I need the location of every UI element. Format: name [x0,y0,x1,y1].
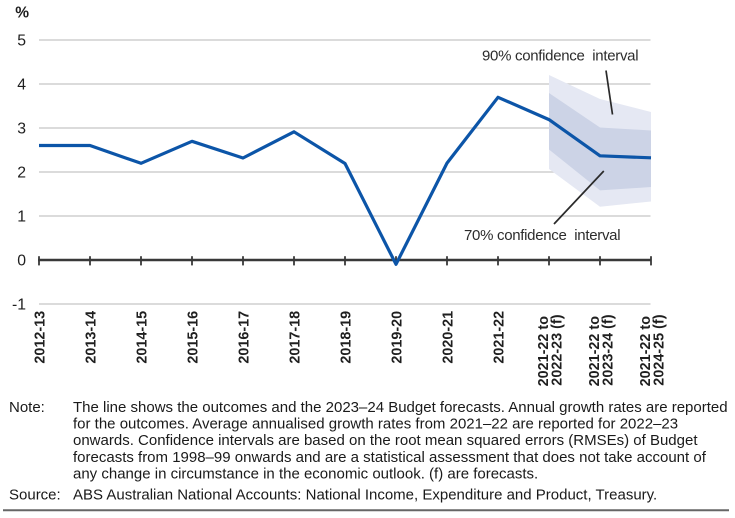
svg-text:0: 0 [17,253,26,270]
svg-text:4: 4 [17,77,26,94]
svg-text:2019-20: 2019-20 [389,311,405,364]
svg-text:Source:: Source: [9,486,61,503]
svg-text:forecasts from 1998–99 onwards: forecasts from 1998–99 onwards and are a… [73,449,707,466]
svg-text:2015-16: 2015-16 [185,311,201,364]
svg-text:3: 3 [17,121,26,138]
svg-text:2018-19: 2018-19 [338,311,354,364]
svg-text:2013-14: 2013-14 [83,311,99,364]
svg-text:2: 2 [17,165,26,182]
svg-text:-1: -1 [12,297,26,314]
svg-text:2022-23 (f): 2022-23 (f) [549,314,565,385]
svg-text:2021-22 to: 2021-22 to [638,316,654,387]
svg-text:2021-22: 2021-22 [491,311,507,364]
svg-text:The line shows the outcomes an: The line shows the outcomes and the 2023… [73,399,728,416]
svg-text:2012-13: 2012-13 [32,311,48,364]
svg-text:2014-15: 2014-15 [134,311,150,364]
svg-text:2024-25 (f): 2024-25 (f) [651,314,667,385]
svg-text:2020-21: 2020-21 [440,311,456,364]
svg-text:70% confidence interval: 70% confidence interval [464,227,620,244]
svg-text:any change in circumstance in: any change in circumstance in the econom… [73,465,538,482]
svg-text:2023-24 (f): 2023-24 (f) [600,314,616,385]
svg-text:5: 5 [17,33,26,50]
svg-text:90% confidence interval: 90% confidence interval [482,47,638,64]
svg-text:2016-17: 2016-17 [236,311,252,364]
svg-text:onwards. Confidence intervals: onwards. Confidence intervals are based … [73,432,698,449]
svg-text:1: 1 [17,209,26,226]
svg-text:2021-22 to: 2021-22 to [587,316,603,387]
svg-text:%: % [15,4,29,21]
svg-text:ABS Australian National Accoun: ABS Australian National Accounts: Nation… [73,486,657,503]
svg-text:2021-22 to: 2021-22 to [536,316,552,387]
svg-text:for the outcomes. Average annu: for the outcomes. Average annualised gro… [73,416,678,433]
svg-text:2017-18: 2017-18 [287,311,303,364]
svg-text:Note:: Note: [9,399,45,416]
